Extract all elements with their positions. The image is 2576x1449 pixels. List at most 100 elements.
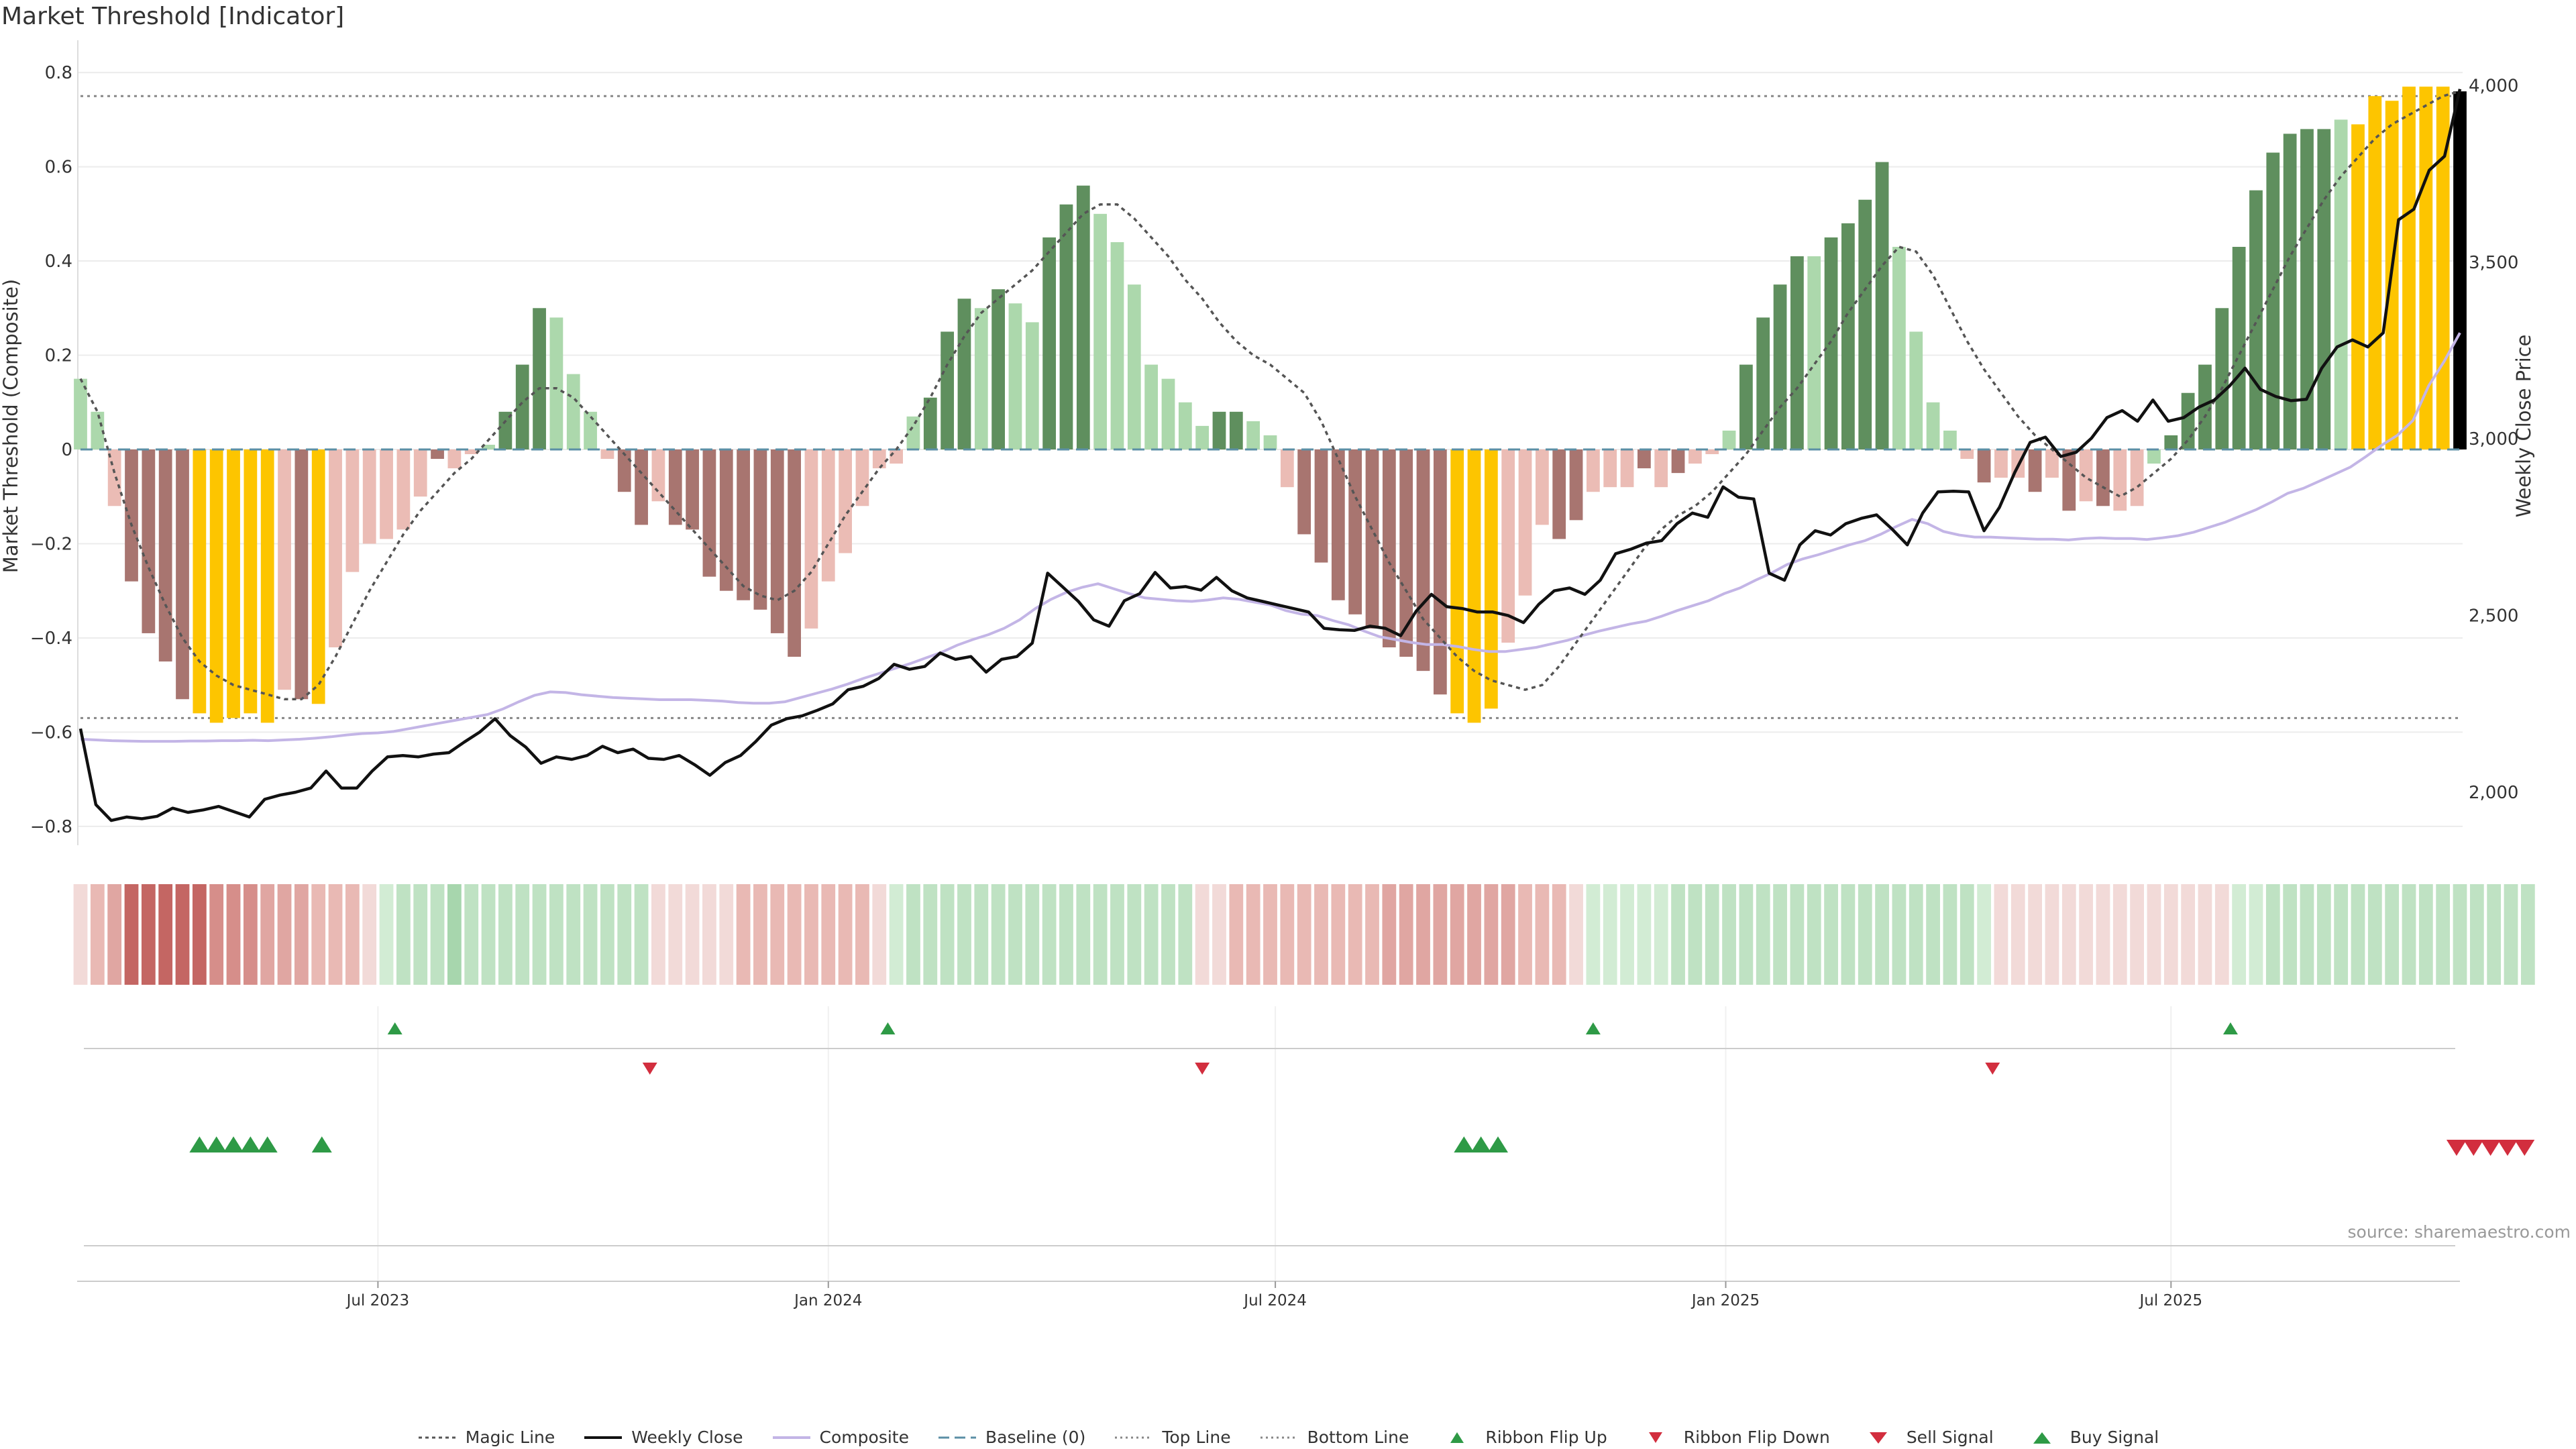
composite-bar: [584, 411, 597, 449]
legend-item-sell: Sell Signal: [1858, 1428, 1994, 1447]
composite-bar: [788, 449, 801, 657]
ribbon-cell: [2520, 884, 2535, 985]
ribbon-cell: [1331, 884, 1346, 985]
ribbon-cell: [1671, 884, 1685, 985]
composite-bar: [2419, 87, 2433, 449]
buy-signal-marker: [206, 1136, 227, 1152]
ribbon-cell: [1110, 884, 1124, 985]
composite-bar: [566, 374, 580, 449]
composite-bar: [1807, 256, 1821, 449]
composite-bar: [1620, 449, 1634, 488]
y-left-tick-label: −0.8: [30, 817, 72, 837]
ribbon-cell: [311, 884, 326, 985]
composite-bar: [2147, 449, 2161, 464]
ribbon-cell: [1603, 884, 1617, 985]
y-axis-left-label: Market Threshold (Composite): [0, 279, 22, 573]
composite-bar: [2164, 435, 2178, 449]
ribbon-cell: [1008, 884, 1022, 985]
ribbon-cell: [2112, 884, 2127, 985]
legend-label-sell: Sell Signal: [1906, 1428, 1994, 1447]
composite-bar: [2130, 449, 2144, 506]
ribbon-cell: [1348, 884, 1362, 985]
legend-item-close: Weekly Close: [583, 1428, 743, 1447]
x-axis: Jul 2023 Jan 2024 Jul 2024 Jan 2025 Jul 2025: [77, 1281, 2460, 1309]
ribbon-cell: [2130, 884, 2145, 985]
composite-bar: [498, 411, 513, 449]
legend-symbol-top: [1114, 1431, 1154, 1444]
ribbon-cell: [2010, 884, 2025, 985]
ribbon-cell: [2198, 884, 2212, 985]
ribbon-cell: [2418, 884, 2433, 985]
ribbon-cell: [362, 884, 377, 985]
composite-bar: [2317, 129, 2331, 449]
ribbon-cell: [1127, 884, 1142, 985]
ribbon-cell: [1195, 884, 1210, 985]
ribbon-cell: [1535, 884, 1550, 985]
ribbon-cell: [702, 884, 716, 985]
composite-bar: [176, 449, 189, 700]
composite-bar: [1926, 402, 1940, 449]
ribbon-cell: [1093, 884, 1108, 985]
ribbon-cell: [1399, 884, 1413, 985]
ribbon-cell: [889, 884, 904, 985]
composite-bar: [2028, 449, 2042, 492]
ribbon-cell: [1790, 884, 1805, 985]
ribbon-cell: [1025, 884, 1040, 985]
composite-bar: [941, 331, 955, 449]
legend-item-magic: Magic Line: [417, 1428, 555, 1447]
composite-bar: [1977, 449, 1991, 483]
ribbon-cell: [464, 884, 479, 985]
ribbon-cell: [753, 884, 767, 985]
composite-bar: [1909, 331, 1923, 449]
ribbon-cell: [906, 884, 920, 985]
composite-bar: [1518, 449, 1532, 596]
composite-bar: [1484, 449, 1498, 709]
composite-bar: [1416, 449, 1430, 672]
buy-signal-marker: [189, 1136, 210, 1152]
ribbon-cell: [940, 884, 955, 985]
ribbon-cell: [617, 884, 632, 985]
composite-bar: [447, 449, 462, 469]
y-left-tick-label: −0.4: [30, 629, 72, 649]
composite-bar: [1212, 411, 1226, 449]
legend-symbol-magic: [417, 1431, 458, 1444]
ribbon-cell: [1314, 884, 1328, 985]
ribbon-cell: [2045, 884, 2059, 985]
composite-bar: [2198, 364, 2212, 449]
legend-symbol-flipup: [1437, 1431, 1477, 1444]
ribbon-cell: [1943, 884, 1957, 985]
ribbon-cell: [2469, 884, 2484, 985]
composite-bar: [1586, 449, 1600, 492]
ribbon-cell: [1178, 884, 1193, 985]
ribbon-cell: [1637, 884, 1652, 985]
composite-bar: [2334, 119, 2348, 450]
magic-line: [79, 90, 2461, 701]
ribbon-flip-up-marker: [387, 1022, 402, 1034]
ribbon-cell: [107, 884, 122, 985]
ribbon-cell: [2232, 884, 2247, 985]
x-tick-label: Jan 2025: [1690, 1292, 1760, 1309]
ribbon-cell: [1467, 884, 1481, 985]
ribbon-cell: [481, 884, 496, 985]
composite-bar: [617, 449, 631, 492]
ribbon-cell: [1263, 884, 1277, 985]
composite-bar: [1841, 223, 1855, 449]
y-right-tick-label: 3,000: [2469, 429, 2518, 449]
legend-label-flipdown: Ribbon Flip Down: [1683, 1428, 1830, 1447]
y-left-tick-label: 0: [61, 440, 72, 460]
composite-bar: [719, 449, 733, 591]
ribbon-cell: [2061, 884, 2076, 985]
ribbon-cell: [1042, 884, 1057, 985]
y-left-tick-label: 0.6: [45, 158, 72, 178]
ribbon-cell: [2096, 884, 2110, 985]
composite-bar: [260, 449, 274, 723]
ribbon-cell: [2316, 884, 2331, 985]
ribbon-cell: [2453, 884, 2467, 985]
composite-bar: [1161, 378, 1175, 449]
y-right-tick-label: 3,500: [2469, 253, 2518, 273]
ribbon-cell: [158, 884, 173, 985]
ribbon-cell: [413, 884, 428, 985]
ribbon-cell: [974, 884, 989, 985]
weekly-close-line: [78, 89, 2462, 822]
